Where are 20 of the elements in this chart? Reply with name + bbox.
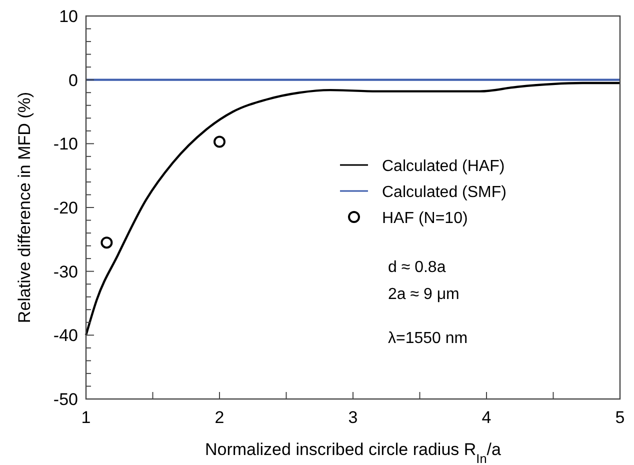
legend-label: Calculated (HAF): [382, 158, 505, 175]
y-tick-label: -30: [53, 262, 78, 282]
x-tick-label: 5: [615, 408, 625, 427]
x-tick-label: 2: [214, 408, 224, 427]
y-tick-label: -20: [53, 198, 78, 218]
y-tick-label: -10: [53, 134, 78, 154]
x-tick-label: 1: [81, 408, 91, 427]
legend-label: Calculated (SMF): [382, 184, 506, 201]
annotation: λ=1550 nm: [388, 330, 468, 347]
y-tick-label: 10: [59, 7, 78, 26]
y-tick-label: -50: [53, 390, 78, 409]
legend-label: HAF (N=10): [382, 210, 468, 227]
x-axis-title: Normalized inscribed circle radius R$_{In}$/a: [205, 440, 502, 465]
x-tick-label: 3: [348, 408, 358, 427]
x-tick-label: 4: [482, 408, 492, 427]
y-tick-label: -40: [53, 326, 78, 346]
y-axis-title: Relative difference in MFD (%): [15, 92, 34, 324]
annotation: 2a ≈ 9 μm: [388, 286, 460, 303]
annotation: d ≈ 0.8a: [388, 259, 446, 276]
y-tick-label: 0: [68, 70, 78, 90]
